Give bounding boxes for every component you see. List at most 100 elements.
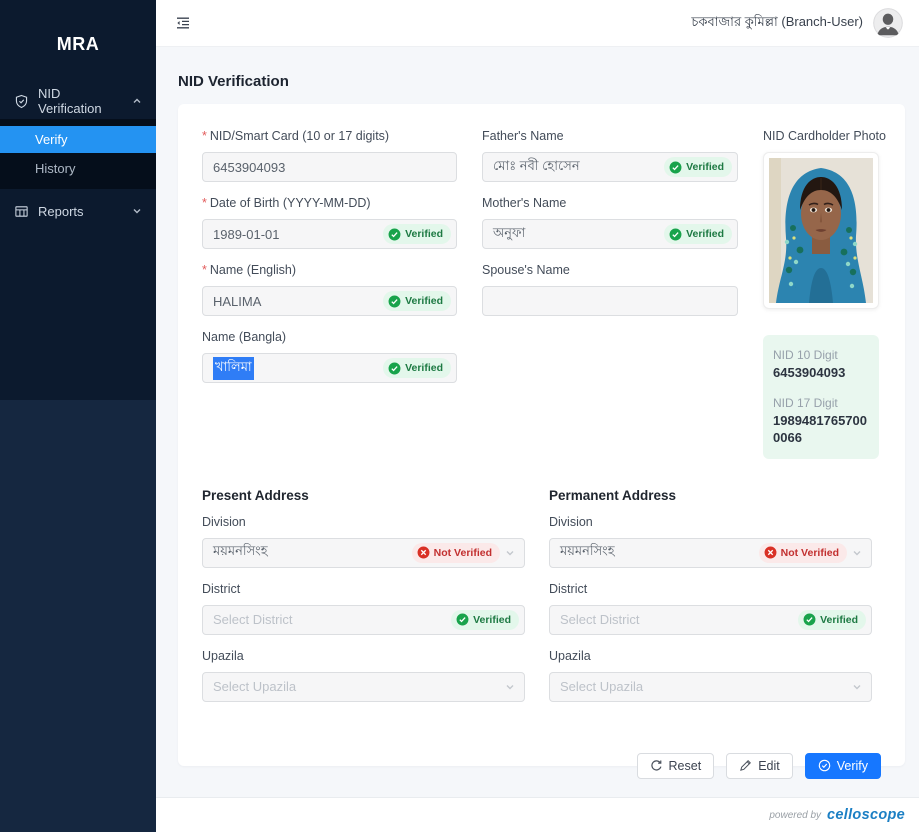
check-circle-icon	[388, 295, 401, 307]
present-upazila-field: Upazila Select Upazila	[202, 648, 525, 702]
not-verified-badge: Not Verified	[411, 542, 500, 563]
district-label: District	[549, 581, 588, 596]
verified-badge: Verified	[798, 609, 866, 630]
upazila-label: Upazila	[202, 648, 244, 663]
verified-badge: Verified	[451, 609, 519, 630]
form-column-left: * NID/Smart Card (10 or 17 digits) 645390…	[202, 128, 457, 459]
address-sections: Present Address Division ময়মনসিংহ Not V…	[202, 488, 881, 715]
district-label: District	[202, 581, 241, 596]
dob-field: * Date of Birth (YYYY-MM-DD) 1989-01-01 V…	[202, 195, 457, 249]
user-name: চকবাজার কুমিল্লা (Branch-User)	[691, 13, 863, 29]
top-header: চকবাজার কুমিল্লা (Branch-User)	[156, 0, 919, 47]
name-english-input[interactable]: HALIMA Verified	[202, 286, 457, 316]
permanent-district-select[interactable]: Select District Verified	[549, 604, 872, 635]
sidebar-item-nid-verification[interactable]: NID Verification	[0, 86, 156, 116]
user-avatar-icon[interactable]	[873, 8, 903, 38]
chevron-up-icon	[133, 98, 141, 103]
verified-badge: Verified	[383, 358, 451, 378]
reset-button[interactable]: Reset	[636, 752, 715, 779]
shield-check-icon	[14, 94, 29, 109]
name-english-label: * Name (English)	[202, 263, 297, 277]
main-column: চকবাজার কুমিল্লা (Branch-User) NID Verif…	[156, 0, 919, 832]
check-circle-icon	[818, 759, 830, 772]
sidebar-submenu: Verify History	[0, 119, 156, 189]
present-upazila-select[interactable]: Select Upazila	[202, 671, 525, 702]
name-english-field: * Name (English) HALIMA Verified	[202, 262, 457, 316]
present-address-title: Present Address	[202, 487, 309, 503]
father-name-label: Father's Name	[482, 129, 564, 143]
sidebar-item-verify[interactable]: Verify	[0, 126, 156, 153]
nid-10-label: NID 10 Digit	[773, 348, 838, 362]
celloscope-logo: celloscope	[827, 807, 905, 823]
photo-label: NID Cardholder Photo	[763, 129, 886, 143]
verify-button[interactable]: Verify	[804, 752, 881, 779]
sidebar: MRA NID Verification Verify History	[0, 0, 156, 832]
nid-digits-panel: NID 10 Digit 6453904093 NID 17 Digit 198…	[763, 335, 879, 459]
sidebar-item-label: History	[35, 161, 76, 176]
name-bangla-label: Name (Bangla)	[202, 330, 287, 344]
sidebar-item-history[interactable]: History	[0, 155, 156, 182]
form-actions: Reset Edit Verify	[202, 752, 881, 779]
nid-10-group: NID 10 Digit 6453904093	[773, 348, 869, 381]
user-menu[interactable]: চকবাজার কুমিল্লা (Branch-User)	[691, 8, 903, 38]
father-name-field: Father's Name মোঃ নবী হোসেন Verified	[482, 128, 738, 182]
verified-badge: Verified	[664, 157, 732, 177]
portrait-photo	[769, 158, 873, 303]
dob-input[interactable]: 1989-01-01 Verified	[202, 219, 457, 249]
table-icon	[14, 204, 29, 219]
mother-name-input[interactable]: অনুফা Verified	[482, 219, 738, 249]
form-column-middle: Father's Name মোঃ নবী হোসেন Verified Mot…	[482, 128, 738, 459]
verified-badge: Verified	[383, 291, 451, 311]
spouse-name-input[interactable]	[482, 286, 738, 316]
content-area: NID Verification * NID/Smart Card (10 or …	[156, 47, 919, 797]
present-division-select[interactable]: ময়মনসিংহ Not Verified	[202, 537, 525, 568]
nid-label: * NID/Smart Card (10 or 17 digits)	[202, 129, 390, 143]
nid-10-value: 6453904093	[773, 365, 846, 380]
spouse-name-label: Spouse's Name	[482, 263, 570, 277]
chevron-down-icon	[853, 684, 861, 690]
permanent-division-select[interactable]: ময়মনসিংহ Not Verified	[549, 537, 872, 568]
required-marker: *	[202, 263, 207, 277]
chevron-down-icon	[506, 550, 514, 556]
x-circle-icon	[417, 546, 430, 559]
check-circle-icon	[388, 362, 401, 374]
edit-button[interactable]: Edit	[726, 752, 793, 779]
present-district-field: District Select District Verified	[202, 581, 525, 635]
nid-form-card: * NID/Smart Card (10 or 17 digits) 645390…	[178, 104, 905, 779]
permanent-upazila-select[interactable]: Select Upazila	[549, 671, 872, 702]
name-bangla-input[interactable]: খালিমা Verified	[202, 353, 457, 383]
upazila-label: Upazila	[549, 648, 591, 663]
permanent-address-title: Permanent Address	[549, 487, 677, 503]
chevron-down-icon	[853, 550, 861, 556]
sidebar-item-label: Verify	[35, 132, 68, 147]
sidebar-item-reports[interactable]: Reports	[0, 198, 156, 224]
nid-input[interactable]: 6453904093	[202, 152, 457, 182]
nid-17-group: NID 17 Digit 19894817657000066	[773, 396, 869, 446]
permanent-upazila-field: Upazila Select Upazila	[549, 648, 872, 702]
nid-17-label: NID 17 Digit	[773, 396, 838, 411]
name-bangla-field: Name (Bangla) খালিমা Verified	[202, 329, 457, 383]
permanent-division-field: Division ময়মনসিংহ Not Verified	[549, 514, 872, 568]
father-name-input[interactable]: মোঃ নবী হোসেন Verified	[482, 152, 738, 182]
chevron-down-icon	[133, 209, 141, 214]
form-column-right: NID Cardholder Photo	[763, 128, 886, 459]
mother-name-field: Mother's Name অনুফা Verified	[482, 195, 738, 249]
verified-badge: Verified	[383, 224, 451, 244]
menu-fold-icon[interactable]	[172, 12, 194, 34]
page-footer: powered by celloscope	[156, 797, 919, 832]
form-grid: * NID/Smart Card (10 or 17 digits) 645390…	[202, 128, 886, 459]
dob-label: * Date of Birth (YYYY-MM-DD)	[202, 196, 371, 210]
division-label: Division	[549, 514, 593, 529]
edit-pencil-icon	[740, 760, 752, 772]
required-marker: *	[202, 129, 207, 143]
spouse-name-field: Spouse's Name	[482, 262, 738, 316]
nid-field: * NID/Smart Card (10 or 17 digits) 645390…	[202, 128, 457, 182]
division-label: Division	[202, 514, 246, 529]
verified-badge: Verified	[664, 224, 732, 244]
check-circle-icon	[669, 228, 682, 240]
present-division-field: Division ময়মনসিংহ Not Verified	[202, 514, 525, 568]
nid-cardholder-photo	[763, 152, 879, 309]
chevron-down-icon	[506, 684, 514, 690]
present-district-select[interactable]: Select District Verified	[202, 604, 525, 635]
selected-text: খালিমা	[213, 356, 254, 380]
